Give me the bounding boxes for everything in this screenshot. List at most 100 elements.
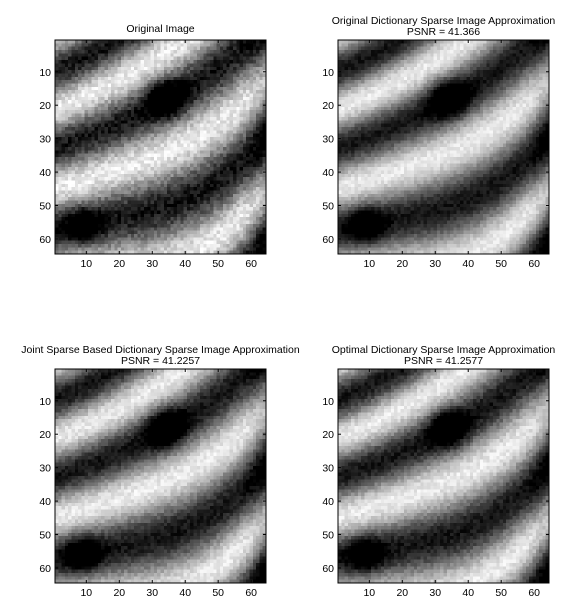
image-cell — [91, 70, 95, 74]
image-cell — [71, 190, 76, 195]
image-cell — [71, 237, 76, 241]
image-cell — [167, 140, 171, 144]
image-cell — [176, 240, 181, 245]
image-cell — [213, 163, 217, 168]
image-cell — [223, 197, 227, 201]
image-cell — [545, 73, 550, 78]
image-cell — [101, 227, 105, 231]
image-cell — [213, 217, 217, 221]
image-cell — [114, 230, 118, 235]
image-cell — [509, 76, 514, 81]
image-cell — [104, 53, 109, 58]
image-cell — [229, 180, 234, 185]
image-cell — [186, 123, 191, 128]
image-cell — [144, 223, 148, 228]
image-cell — [55, 56, 59, 61]
image-cell — [256, 46, 260, 51]
image-cell — [229, 160, 234, 165]
image-cell — [94, 80, 99, 84]
image-cell — [137, 96, 142, 101]
image-cell — [150, 143, 155, 148]
image-cell — [160, 120, 165, 124]
image-cell — [97, 230, 102, 235]
image-cell — [213, 40, 217, 44]
image-cell — [124, 103, 128, 108]
image-cell — [157, 63, 161, 68]
image-cell — [203, 70, 207, 74]
image-cell — [153, 53, 158, 58]
image-cell — [443, 46, 448, 51]
image-cell — [81, 190, 85, 195]
image-cell — [252, 150, 257, 154]
image-cell — [239, 93, 244, 98]
image-cell — [242, 247, 247, 251]
image-cell — [196, 200, 201, 205]
image-cell — [242, 210, 247, 215]
image-cell — [338, 46, 342, 51]
image-cell — [223, 80, 227, 84]
image-cell — [153, 76, 158, 81]
image-cell — [64, 123, 69, 128]
image-cell — [160, 150, 165, 154]
image-cell — [157, 120, 161, 124]
image-cell — [147, 143, 151, 148]
image-cell — [134, 157, 138, 161]
image-cell — [203, 160, 207, 165]
image-cell — [206, 80, 211, 84]
image-cell — [347, 56, 352, 61]
image-cell — [170, 233, 174, 238]
image-cell — [124, 60, 128, 64]
image-cell — [249, 197, 254, 201]
image-cell — [147, 66, 151, 71]
image-cell — [233, 130, 237, 134]
image-cell — [390, 46, 395, 51]
image-cell — [55, 90, 59, 94]
image-cell — [180, 233, 184, 238]
image-cell — [147, 76, 151, 81]
image-cell — [147, 56, 151, 61]
image-cell — [144, 106, 148, 111]
image-cell — [397, 60, 401, 64]
image-cell — [97, 90, 102, 94]
image-cell — [101, 250, 105, 255]
image-cell — [200, 237, 204, 241]
image-cell — [216, 93, 221, 98]
image-cell — [114, 247, 118, 251]
image-cell — [453, 66, 457, 71]
image-cell — [127, 210, 132, 215]
image-cell — [68, 243, 72, 248]
image-cell — [101, 213, 105, 218]
image-cell — [55, 200, 59, 205]
image-cell — [150, 103, 155, 108]
image-cell — [186, 143, 191, 148]
image-cell — [137, 73, 142, 78]
image-cell — [394, 80, 398, 84]
image-cell — [170, 60, 174, 64]
image-cell — [242, 173, 247, 178]
image-cell — [236, 70, 240, 74]
image-cell — [78, 247, 82, 251]
image-cell — [256, 73, 260, 78]
image-cell — [512, 66, 517, 71]
image-cell — [153, 147, 158, 151]
image-cell — [529, 60, 533, 64]
image-cell — [87, 123, 92, 128]
image-cell — [397, 53, 401, 58]
image-cell — [463, 43, 467, 47]
image-cell — [374, 40, 378, 44]
image-cell — [476, 53, 481, 58]
image-cell — [338, 50, 342, 54]
image-cell — [111, 173, 115, 178]
image-cell — [502, 40, 507, 44]
image-cell — [180, 177, 184, 181]
image-cell — [229, 247, 234, 251]
image-cell — [137, 170, 142, 175]
image-cell — [81, 90, 85, 94]
image-cell — [233, 126, 237, 131]
image-cell — [101, 130, 105, 134]
image-cell — [262, 140, 267, 144]
image-cell — [186, 63, 191, 68]
image-cell — [219, 230, 224, 235]
image-cell — [153, 103, 158, 108]
image-cell — [87, 187, 92, 191]
